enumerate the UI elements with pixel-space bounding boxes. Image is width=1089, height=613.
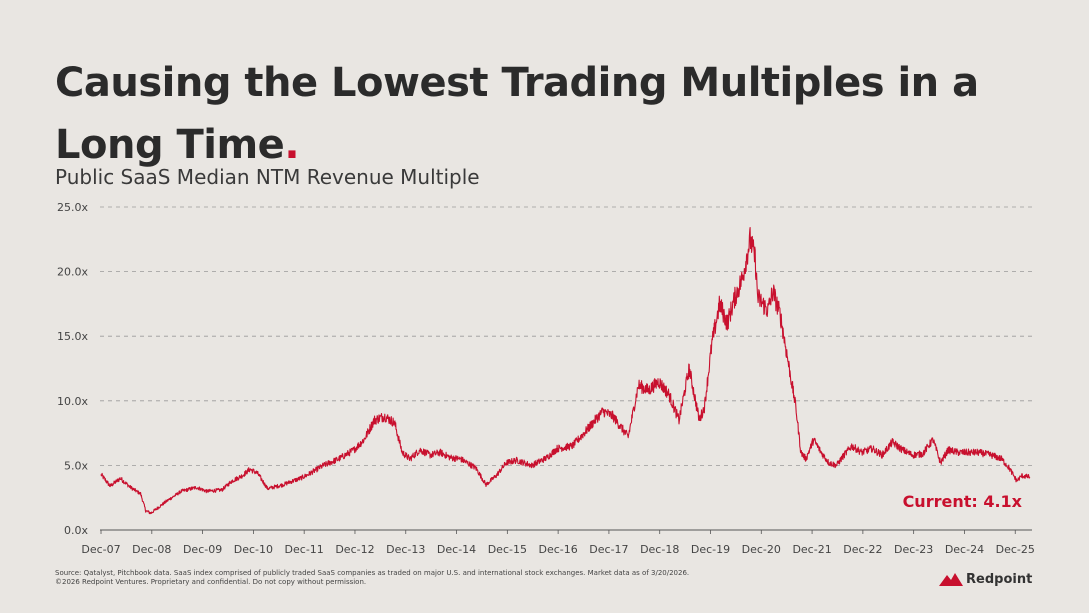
x-tick-label: Dec-15 [488, 543, 527, 556]
footer-notes: Source: Qatalyst, Pitchbook data. SaaS i… [55, 569, 689, 587]
source-note: Source: Qatalyst, Pitchbook data. SaaS i… [55, 569, 690, 577]
x-tick-label: Dec-17 [589, 543, 628, 556]
x-tick-label: Dec-13 [386, 543, 425, 556]
y-tick-label: 10.0x [57, 395, 88, 408]
line-chart: 0.0x 5.0x 10.0x 15.0x 20.0x 25.0x Dec-07 Dec-08… [57, 201, 1035, 556]
x-tick-label: Dec-21 [792, 543, 831, 556]
y-tick-label: 5.0x [64, 459, 88, 472]
chart-subtitle: Public SaaS Median NTM Revenue Multiple [55, 165, 480, 189]
title-accent-dot: . [284, 122, 300, 168]
y-tick-label: 0.0x [64, 524, 88, 537]
logo-text: Redpoint [966, 571, 1033, 587]
x-tick-label: Dec-19 [691, 543, 730, 556]
x-tick-label: Dec-23 [894, 543, 933, 556]
mountain-logo-icon [939, 573, 963, 586]
redpoint-logo: Redpoint [939, 570, 1032, 588]
title-text: Causing the Lowest Trading Multiples in … [55, 60, 979, 168]
series-line [100, 227, 1031, 515]
x-tick-label: Dec-18 [640, 543, 679, 556]
y-tick-label: 20.0x [57, 266, 88, 279]
x-tick-label: Dec-16 [538, 543, 577, 556]
x-tick-label: Dec-20 [742, 543, 781, 556]
x-tick-label: Dec-22 [843, 543, 882, 556]
current-value-annotation: Current: 4.1x [903, 492, 1023, 511]
x-tick-label: Dec-08 [132, 543, 171, 556]
copyright-note: ©2026 Redpoint Ventures. Proprietary and… [55, 578, 367, 586]
page-title: Causing the Lowest Trading Multiples in … [55, 52, 1055, 176]
x-tick-label: Dec-10 [234, 543, 273, 556]
x-tick-label: Dec-14 [437, 543, 476, 556]
y-tick-label: 25.0x [57, 201, 88, 214]
x-tick-label: Dec-24 [945, 543, 984, 556]
x-tick-label: Dec-11 [285, 543, 324, 556]
x-tick-label: Dec-12 [335, 543, 374, 556]
x-tick-label: Dec-25 [996, 543, 1035, 556]
x-tick-label: Dec-07 [81, 543, 120, 556]
x-tick-label: Dec-09 [183, 543, 222, 556]
y-tick-label: 15.0x [57, 330, 88, 343]
